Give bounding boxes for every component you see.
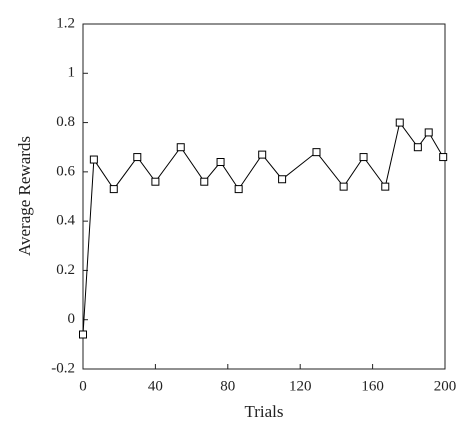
x-tick-label: 0 bbox=[79, 378, 87, 394]
x-tick-label: 120 bbox=[289, 378, 312, 394]
marker bbox=[216, 158, 225, 166]
x-tick-label: 160 bbox=[361, 378, 384, 394]
marker bbox=[89, 155, 98, 164]
marker bbox=[359, 153, 368, 162]
y-axis-label: Average Rewards bbox=[15, 136, 34, 256]
y-tick-label: 0.4 bbox=[56, 213, 75, 229]
y-tick-label: 0.6 bbox=[56, 163, 75, 179]
marker bbox=[278, 175, 287, 184]
x-tick-label: 80 bbox=[220, 378, 235, 394]
marker bbox=[176, 143, 185, 152]
marker bbox=[151, 177, 160, 186]
marker bbox=[258, 150, 267, 159]
y-tick-label: -0.2 bbox=[51, 360, 75, 376]
marker bbox=[133, 153, 142, 162]
x-tick-label: 200 bbox=[434, 378, 457, 394]
marker bbox=[424, 128, 433, 137]
plot-frame bbox=[82, 23, 446, 370]
marker bbox=[439, 153, 448, 162]
marker bbox=[234, 185, 243, 194]
y-tick-label: 0 bbox=[68, 311, 76, 327]
marker bbox=[339, 182, 348, 191]
y-tick-label: 1.2 bbox=[56, 15, 75, 31]
y-tick-label: 1 bbox=[68, 65, 76, 81]
y-tick-label: 0.8 bbox=[56, 114, 75, 130]
marker bbox=[200, 177, 209, 186]
marker bbox=[109, 185, 118, 194]
x-axis-label: Trials bbox=[244, 402, 283, 421]
marker bbox=[413, 143, 422, 152]
marker bbox=[312, 148, 321, 157]
y-tick-label: 0.2 bbox=[56, 262, 75, 278]
marker bbox=[79, 330, 87, 339]
marker bbox=[395, 118, 404, 127]
marker bbox=[381, 182, 390, 191]
x-tick-label: 40 bbox=[148, 378, 163, 394]
